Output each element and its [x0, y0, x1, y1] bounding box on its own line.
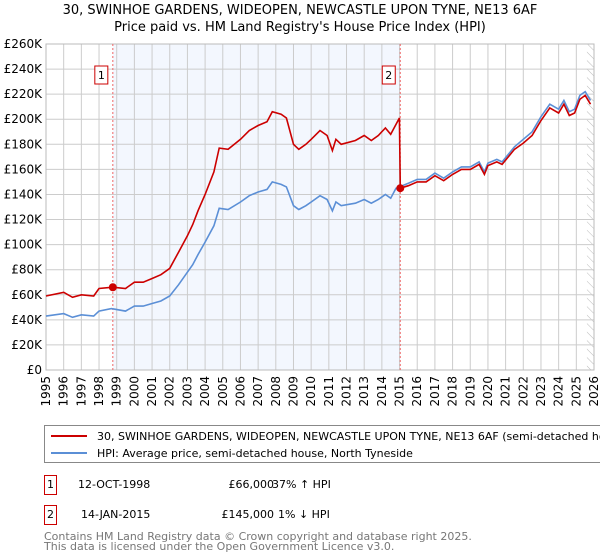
sale-label: 2	[385, 69, 392, 82]
x-tick-label: 2020	[481, 376, 495, 407]
transaction-price: £145,000	[221, 508, 275, 521]
transaction-marker: 2	[44, 505, 57, 525]
legend: 30, SWINHOE GARDENS, WIDEOPEN, NEWCASTLE…	[44, 425, 600, 463]
y-tick-label: £120K	[4, 213, 44, 227]
x-tick-label: 2024	[552, 376, 566, 407]
plot-area: 1995 1996 1997 1998 1999 2000 2001 2002 2003 2004…	[4, 37, 600, 407]
y-tick-label: £100K	[4, 238, 44, 252]
x-tick-label: 2016	[410, 376, 424, 407]
legend-item-hpi: HPI: Average price, semi-detached house,…	[45, 445, 413, 461]
x-tick-label: 2001	[145, 376, 159, 407]
sale-label: 1	[98, 69, 105, 82]
sale-label-box	[381, 65, 396, 85]
x-tick-label: 2026	[587, 376, 600, 407]
y-tick-label: £240K	[4, 62, 44, 76]
x-tick-label: 1996	[57, 376, 71, 407]
y-tick-label: £60K	[11, 288, 43, 302]
x-tick-label: 1995	[39, 376, 53, 407]
y-tick-label: £0	[27, 363, 42, 377]
x-tick-label: 2006	[233, 376, 247, 407]
x-tick-label: 2021	[499, 376, 513, 407]
legend-label: 30, SWINHOE GARDENS, WIDEOPEN, NEWCASTLE…	[97, 429, 600, 443]
x-tick-label: 2025	[569, 376, 583, 407]
transaction-date: 12-OCT-1998	[78, 478, 151, 491]
y-tick-label: £140K	[4, 187, 44, 201]
x-tick-label: 2007	[251, 376, 265, 407]
x-tick-label: 2023	[534, 376, 548, 407]
x-tick-label: 2018	[446, 376, 460, 407]
sale-label-box	[94, 65, 109, 85]
y-tick-label: £160K	[4, 162, 44, 176]
transaction-marker: 1	[44, 475, 57, 495]
shaded-ownership-period	[112, 44, 401, 370]
y-tick-label: £260K	[4, 37, 44, 51]
sale-point	[108, 283, 117, 292]
legend-item-property: 30, SWINHOE GARDENS, WIDEOPEN, NEWCASTLE…	[45, 428, 600, 444]
sale-point	[396, 184, 405, 193]
x-tick-label: 2014	[375, 376, 389, 407]
future-hatch	[586, 44, 594, 370]
x-tick-label: 2003	[180, 376, 194, 407]
x-tick-label: 2005	[216, 376, 230, 407]
x-tick-label: 1999	[110, 376, 124, 407]
transaction-hpi: 37% ↑ HPI	[272, 478, 331, 491]
x-tick-label: 2019	[463, 376, 477, 407]
x-tick-label: 2017	[428, 376, 442, 407]
property-price-line	[45, 94, 592, 299]
x-tick-label: 1998	[92, 376, 106, 407]
x-tick-label: 2015	[393, 376, 407, 407]
x-tick-label: 2012	[340, 376, 354, 407]
y-tick-label: £40K	[11, 313, 43, 327]
x-tick-label: 2009	[286, 376, 300, 407]
x-tick-label: 2004	[198, 376, 212, 407]
x-tick-label: 2010	[304, 376, 318, 407]
x-tick-label: 2008	[269, 376, 283, 407]
x-tick-label: 1997	[74, 376, 88, 407]
x-tick-label: 2011	[322, 376, 336, 407]
footer-licence: This data is licensed under the Open Gov…	[44, 540, 395, 553]
x-tick-label: 2000	[127, 376, 141, 407]
y-tick-label: £80K	[11, 263, 43, 277]
transaction-price: £66,000	[228, 478, 275, 491]
legend-label: HPI: Average price, semi-detached house,…	[97, 446, 413, 460]
transaction-date: 14-JAN-2015	[81, 508, 151, 521]
x-tick-label: 2022	[516, 376, 530, 407]
hpi-line	[45, 90, 592, 319]
chart-title: 30, SWINHOE GARDENS, WIDEOPEN, NEWCASTLE…	[62, 3, 538, 18]
x-tick-label: 2002	[163, 376, 177, 407]
plot-frame	[45, 43, 595, 371]
y-tick-label: £200K	[4, 112, 44, 126]
chart-subtitle: Price paid vs. HM Land Registry's House …	[114, 20, 486, 35]
y-tick-label: £220K	[4, 87, 44, 101]
x-tick-label: 2013	[357, 376, 371, 407]
y-tick-label: £180K	[4, 137, 44, 151]
transaction-hpi: 1% ↓ HPI	[278, 508, 330, 521]
footer-copyright: Contains HM Land Registry data © Crown c…	[44, 530, 472, 543]
y-tick-label: £20K	[11, 338, 43, 352]
